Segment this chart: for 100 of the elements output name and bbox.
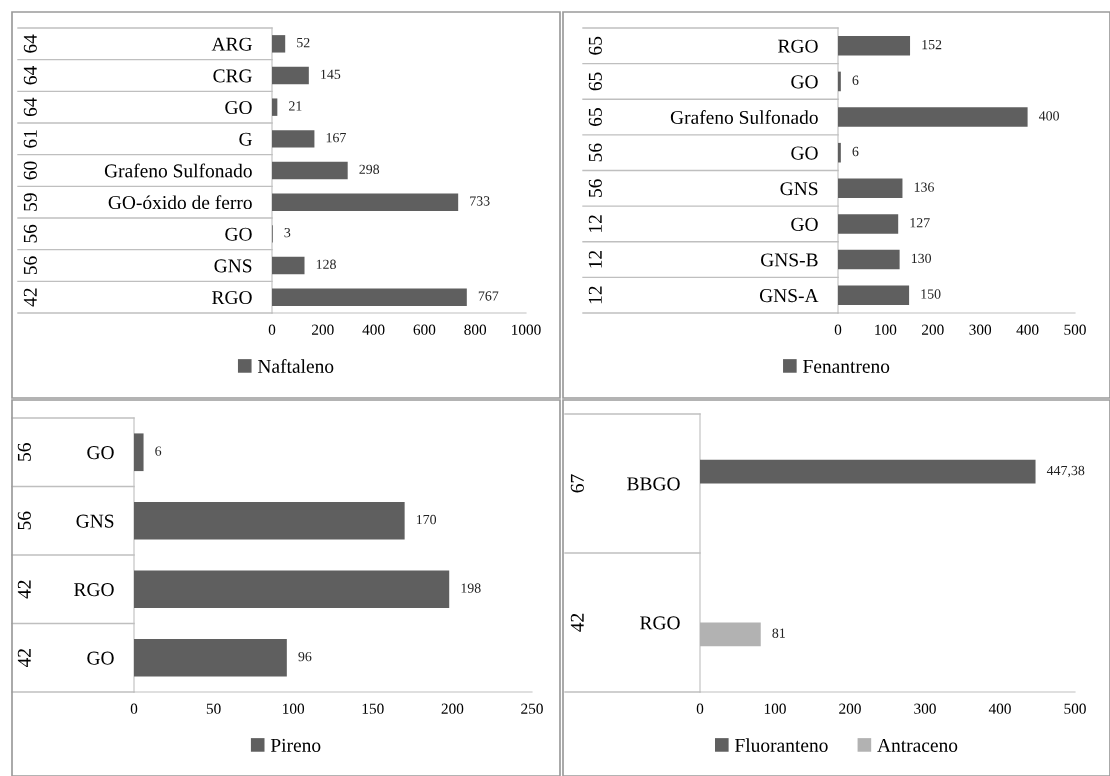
x-tick-label: 1000: [512, 324, 541, 335]
x-tick-label: 500: [1064, 703, 1086, 714]
bar: [272, 98, 278, 116]
y2-tick-label: 56: [23, 256, 37, 275]
x-tick-label: 200: [312, 324, 334, 335]
x-tick-label: 100: [764, 703, 786, 714]
y-tick-label: GO: [791, 75, 818, 89]
bar: [838, 107, 1028, 127]
data-label: 170: [416, 514, 437, 525]
data-label: 96: [298, 651, 312, 662]
y2-tick-label: 65: [588, 108, 602, 126]
data-label: 6: [852, 75, 859, 85]
bar: [272, 193, 459, 211]
y2-tick-label: 56: [17, 443, 31, 461]
y2-tick-label: 64: [23, 34, 37, 53]
y-tick-label: BBGO: [627, 477, 680, 491]
data-label: 21: [289, 101, 302, 111]
y-tick-label: Grafeno Sulfonado: [104, 163, 252, 178]
y-tick-label: Grafeno Sulfonado: [670, 110, 818, 124]
bar: [838, 36, 911, 56]
data-label: 145: [321, 69, 341, 79]
x-tick-label: 300: [969, 324, 992, 335]
legend-label: Fenantreno: [803, 360, 890, 373]
x-tick-label: 400: [1016, 324, 1039, 335]
bar: [272, 256, 305, 275]
data-label: 298: [359, 164, 380, 174]
bar: [134, 638, 287, 677]
y2-tick-label: 60: [23, 161, 37, 180]
x-tick-label: 400: [988, 703, 1011, 714]
bar: [134, 501, 405, 540]
x-tick-label: 500: [1064, 324, 1086, 335]
data-label: 167: [326, 132, 346, 143]
bar: [838, 71, 841, 92]
legend-label: Naftaleno: [257, 359, 334, 373]
x-tick-label: 300: [914, 703, 936, 714]
legend-label: Fluoranteno: [735, 738, 828, 752]
y2-tick-label: 64: [23, 97, 37, 117]
bar: [272, 288, 467, 306]
x-tick-label: 100: [283, 703, 305, 714]
x-tick-label: 200: [839, 703, 861, 714]
y2-tick-label: 12: [588, 286, 602, 304]
x-tick-label: 200: [922, 324, 944, 335]
data-label: 81: [772, 628, 785, 638]
y-tick-label: RGO: [212, 291, 252, 305]
data-label: 152: [922, 39, 942, 50]
bar: [838, 178, 903, 199]
y2-tick-label: 42: [17, 580, 31, 599]
y-tick-label: ARG: [211, 37, 252, 51]
y2-tick-label: 64: [23, 66, 37, 85]
data-label: 128: [316, 259, 336, 269]
bar: [272, 161, 348, 180]
y-tick-label: RGO: [74, 583, 114, 597]
x-tick-label: 250: [521, 703, 543, 714]
x-tick-label: 800: [464, 324, 487, 335]
y2-tick-label: 67: [570, 474, 584, 493]
y2-tick-label: 42: [23, 288, 37, 307]
y-tick-label: GNS: [780, 182, 818, 196]
y2-tick-label: 59: [23, 193, 37, 211]
y2-tick-label: 56: [588, 143, 602, 162]
y-tick-label: GNS-B: [761, 253, 818, 267]
y-tick-label: GO: [225, 227, 252, 241]
data-label: 400: [1038, 111, 1060, 121]
data-label: 127: [910, 218, 930, 228]
y2-tick-label: 61: [23, 130, 37, 148]
y2-tick-label: 12: [588, 250, 602, 268]
y-tick-label: GNS: [76, 514, 114, 528]
x-tick-label: 50: [206, 703, 221, 714]
legend-label: Pireno: [270, 738, 321, 752]
y-tick-label: GO-óxido de ferro: [108, 195, 252, 210]
y2-tick-label: 65: [588, 36, 602, 55]
bar: [272, 35, 286, 53]
data-label: 150: [921, 289, 941, 299]
x-tick-label: 150: [362, 703, 384, 714]
x-tick-label: 600: [413, 324, 436, 335]
bar: [134, 570, 450, 609]
x-tick-label: 100: [875, 324, 897, 335]
data-label: 733: [470, 196, 490, 206]
bar: [838, 285, 910, 305]
y2-tick-label: 56: [588, 179, 602, 197]
y2-tick-label: 42: [17, 649, 31, 668]
y-tick-label: GNS: [214, 259, 252, 273]
data-label: 767: [478, 291, 499, 301]
x-tick-label: 0: [130, 703, 138, 714]
data-label: 52: [297, 37, 310, 48]
y-tick-label: GO: [87, 651, 114, 665]
y-tick-label: GO: [87, 446, 114, 460]
y2-tick-label: 56: [23, 224, 37, 243]
x-tick-label: 400: [362, 324, 385, 335]
data-label: 198: [461, 583, 481, 593]
data-label: 6: [155, 446, 162, 456]
y-tick-label: GO: [791, 146, 818, 160]
data-label: 447,38: [1046, 465, 1085, 478]
y2-tick-label: 56: [17, 511, 31, 530]
y-tick-label: GO: [225, 101, 252, 115]
data-label: 136: [914, 182, 934, 192]
bar: [272, 66, 309, 85]
bar: [838, 142, 841, 163]
y-tick-label: G: [239, 132, 252, 146]
data-label: 3: [284, 227, 291, 238]
y2-tick-label: 42: [570, 613, 584, 632]
